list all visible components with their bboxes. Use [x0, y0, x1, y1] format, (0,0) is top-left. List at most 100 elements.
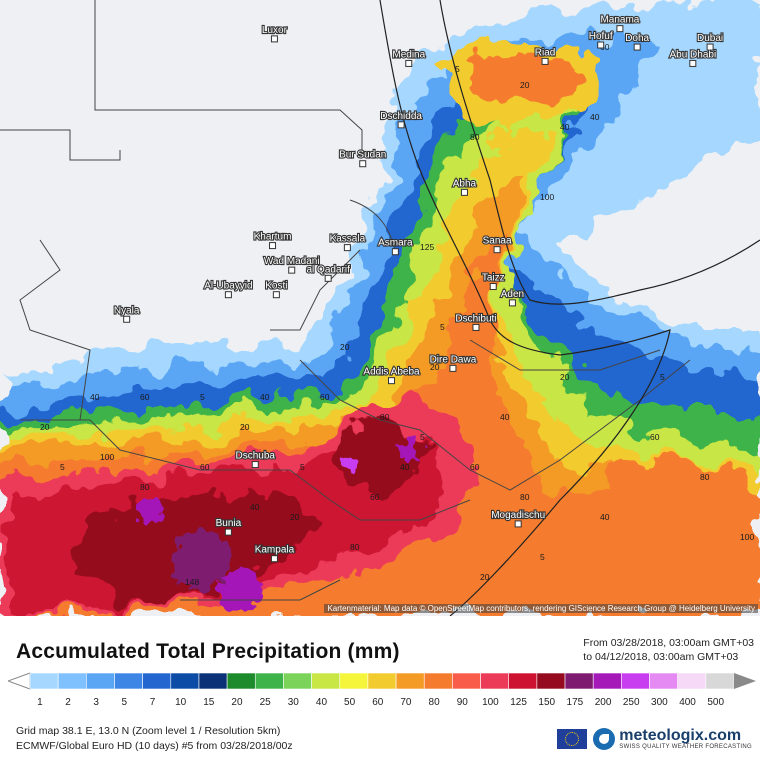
value-label: 20: [340, 342, 350, 352]
scale-swatch: [226, 672, 256, 690]
scale-value-label: 200: [594, 697, 612, 708]
city-sanaa[interactable]: Sanaa: [482, 235, 513, 254]
city-marker-icon: [541, 57, 549, 65]
city-addis-abeba[interactable]: Addis Abeba: [362, 366, 421, 385]
city-wad-madani[interactable]: Wad Madani: [263, 255, 321, 274]
scale-swatch: [57, 672, 87, 690]
city-nyala[interactable]: Nyala: [113, 304, 141, 323]
value-label: 20: [480, 572, 490, 582]
scale-value-label: 10: [175, 697, 187, 708]
city-khartum[interactable]: Khartum: [253, 230, 293, 250]
city-label: Abu Dhabi: [669, 49, 716, 60]
city-taizz[interactable]: Taizz: [481, 271, 506, 291]
scale-swatch: [254, 672, 284, 690]
city-abu-dhabi[interactable]: Abu Dhabi: [668, 48, 717, 67]
scale-value-label: 60: [372, 697, 384, 708]
scale-swatch: [677, 672, 707, 690]
period-from: From 03/28/2018, 03:00am GMT+03: [583, 637, 754, 649]
city-medina[interactable]: Medina: [391, 48, 427, 67]
value-label: 5: [660, 372, 665, 382]
city-kassala[interactable]: Kassala: [328, 233, 367, 252]
city-label: Riad: [535, 47, 556, 58]
value-label: 20: [40, 422, 50, 432]
value-label: 5: [455, 64, 460, 74]
city-marker-icon: [397, 121, 405, 129]
city-label: Hofuf: [589, 31, 613, 42]
scale-value-label: 400: [679, 697, 696, 708]
city-asmara[interactable]: Asmara: [377, 237, 414, 256]
scale-value-label: 175: [566, 697, 584, 708]
precip-field: [0, 0, 760, 616]
city-label: Abha: [453, 178, 477, 189]
city-marker-icon: [706, 43, 714, 51]
scale-swatch: [339, 672, 369, 690]
grid-map-line: Grid map 38.1 E, 13.0 N (Zoom level 1 / …: [16, 725, 281, 737]
value-label: 20: [430, 362, 440, 372]
city-riad[interactable]: Riad: [534, 46, 556, 65]
scale-labels: 1 2 3 5 7 10 15 20 25 30 40 50 60 70 80 90 100 125 150 175 2…: [0, 697, 760, 709]
city-dschuba[interactable]: Dschuba: [234, 449, 277, 469]
value-label: 40: [250, 502, 260, 512]
city-bunia[interactable]: Bunia: [214, 517, 243, 536]
city-marker-icon: [493, 246, 501, 254]
scale-swatch: [592, 672, 622, 690]
city-kosti[interactable]: Kosti: [264, 280, 289, 299]
map-canvas: 5 20 40 60 80 100 125 5 20 40 60 80 5 20 40 60 80 100 5 20 4…: [0, 0, 760, 616]
map-attribution[interactable]: Kartenmaterial: Map data © OpenStreetMap…: [324, 604, 758, 613]
city-marker-icon: [388, 377, 396, 385]
scale-swatch: [395, 672, 425, 690]
value-label: 40: [600, 512, 610, 522]
meteologix-mark-icon: [593, 728, 616, 750]
precipitation-map[interactable]: 5 20 40 60 80 100 125 5 20 40 60 80 5 20 40 60 80 100 5 20 4…: [0, 0, 760, 616]
city-bur-sudan[interactable]: Bur Sudan: [338, 149, 387, 168]
city-label: Dubai: [697, 33, 723, 44]
city-manama[interactable]: Manama: [599, 14, 641, 33]
city-mogadischu[interactable]: Mogadischu: [490, 509, 546, 528]
value-label: 40: [400, 462, 410, 472]
city-abha[interactable]: Abha: [452, 177, 478, 196]
city-kampala[interactable]: Kampala: [254, 544, 296, 563]
city-marker-icon: [449, 364, 457, 372]
city-label: al Qadarif: [307, 264, 351, 275]
city-hofuf[interactable]: Hofuf: [588, 30, 614, 49]
scale-value-label: 250: [622, 697, 640, 708]
city-marker-icon: [405, 59, 413, 67]
scale-swatch: [311, 672, 341, 690]
city-marker-icon: [251, 461, 259, 469]
city-label: Taizz: [482, 273, 505, 284]
value-label: 40: [260, 392, 270, 402]
city-luxor[interactable]: Luxor: [261, 24, 289, 43]
city-aden[interactable]: Aden: [500, 288, 525, 307]
scale-swatch: [480, 672, 510, 690]
period-to: to 04/12/2018, 03:00am GMT+03: [583, 651, 739, 663]
city-label: Khartum: [254, 232, 292, 243]
value-label: 60: [200, 462, 210, 472]
city-dubai[interactable]: Dubai: [696, 32, 724, 51]
eu-flag-icon: [557, 729, 588, 749]
city-label: Al-Ubayyid: [204, 281, 252, 292]
value-label: 100: [740, 532, 754, 542]
city-al-ubayyid[interactable]: Al-Ubayyid: [203, 280, 254, 299]
value-label: 60: [370, 492, 380, 502]
city-dire-dawa[interactable]: Dire Dawa: [428, 353, 478, 372]
scale-value-label: 70: [400, 697, 412, 708]
city-marker-icon: [269, 242, 277, 250]
value-label: 80: [470, 132, 480, 142]
meteologix-logo[interactable]: meteologix.com SWISS QUALITY WEATHER FOR…: [557, 728, 752, 750]
city-dschidda[interactable]: Dschidda: [379, 110, 423, 129]
scale-value-label: 300: [651, 697, 668, 708]
scale-swatch: [452, 672, 481, 690]
city-label: Dire Dawa: [430, 354, 477, 365]
city-marker-icon: [343, 244, 351, 252]
city-label: Bunia: [216, 518, 242, 529]
value-label: 20: [240, 422, 250, 432]
city-label: Luxor: [262, 25, 288, 36]
city-al-qadarif[interactable]: al Qadarif: [305, 263, 351, 282]
scale-swatch: [86, 672, 115, 690]
city-label: Addis Abeba: [363, 367, 420, 378]
scale-swatch: [198, 672, 228, 690]
city-doha[interactable]: Doha: [624, 32, 651, 51]
city-marker-icon: [224, 528, 232, 536]
city-dschibuti[interactable]: Dschibuti: [454, 312, 498, 331]
value-label: 80: [520, 492, 530, 502]
